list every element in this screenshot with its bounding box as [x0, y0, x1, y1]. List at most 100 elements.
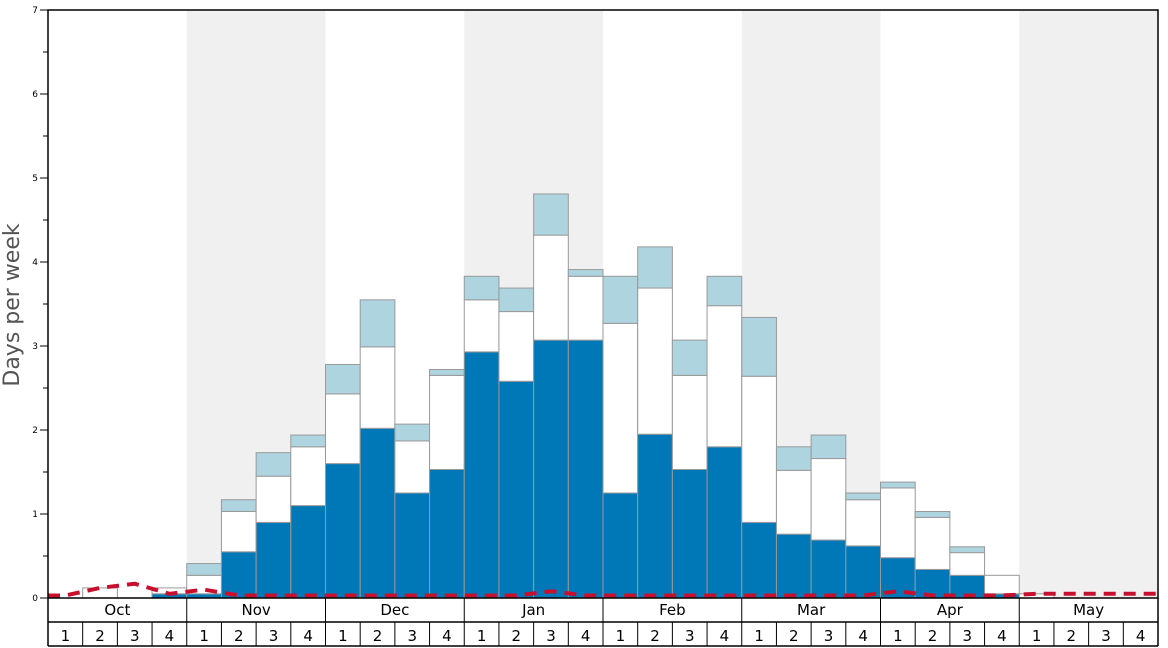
week-label: 3 — [1101, 627, 1111, 645]
bar-middle-27 — [984, 574, 1020, 595]
bar-middle-9 — [359, 346, 396, 429]
bar-top-13 — [498, 287, 535, 313]
y-axis-label: Days per week — [0, 223, 25, 386]
week-label: 2 — [789, 627, 799, 645]
week-label: 4 — [303, 627, 313, 645]
week-label: 2 — [234, 627, 244, 645]
bar-bottom-23 — [845, 545, 881, 599]
month-label-feb: Feb — [659, 601, 686, 619]
y-tick-label: 0 — [32, 594, 38, 604]
bar-top-22 — [810, 434, 847, 460]
bar-top-7 — [290, 434, 326, 448]
bar-bottom-19 — [706, 446, 743, 599]
bar-bottom-5 — [220, 551, 257, 599]
week-label: 1 — [477, 627, 487, 645]
bar-bottom-16 — [602, 492, 639, 599]
bar-bottom-6 — [255, 521, 292, 599]
bar-bottom-25 — [914, 568, 951, 599]
bar-middle-19 — [706, 305, 743, 448]
week-label: 1 — [338, 627, 348, 645]
week-label: 4 — [165, 627, 175, 645]
bar-top-19 — [706, 275, 743, 307]
week-label: 2 — [1067, 627, 1077, 645]
bar-middle-13 — [498, 311, 535, 382]
bar-top-24 — [880, 481, 916, 489]
bar-bottom-15 — [567, 339, 604, 599]
average-line-path — [48, 581, 1158, 598]
bar-middle-12 — [463, 299, 500, 353]
y-tick-label: 2 — [32, 426, 38, 436]
month-label-dec: Dec — [380, 601, 409, 619]
bar-bottom-10 — [394, 492, 431, 599]
bar-top-15 — [567, 269, 604, 277]
bar-bottom-11 — [429, 468, 465, 599]
bar-top-25 — [914, 510, 951, 518]
bar-middle-5 — [220, 510, 257, 553]
week-label: 1 — [1032, 627, 1042, 645]
bar-top-21 — [775, 446, 812, 471]
bar-top-11 — [429, 369, 465, 376]
week-label: 4 — [1136, 627, 1146, 645]
bar-top-18 — [671, 339, 708, 376]
month-label-nov: Nov — [241, 601, 270, 619]
bar-middle-20 — [741, 375, 777, 523]
bar-top-5 — [220, 499, 257, 512]
bar-middle-25 — [914, 516, 951, 570]
week-label: 2 — [512, 627, 522, 645]
bar-middle-11 — [429, 374, 465, 470]
week-label: 2 — [650, 627, 660, 645]
bar-top-4 — [186, 563, 222, 576]
bar-middle-24 — [880, 487, 916, 559]
bar-middle-10 — [394, 440, 431, 494]
y-tick-label: 6 — [32, 90, 38, 100]
bar-top-16 — [602, 275, 639, 324]
month-label-jan: Jan — [521, 601, 545, 619]
axes: 0 1 2 3 4 5 6 7 Oct 1 2 3 4 Nov 1 2 3 4 Dec 1 2 3 4 Jan 1 2 3 4 Feb 1… — [32, 6, 1159, 647]
bar-bottom-12 — [463, 351, 500, 599]
bar-top-23 — [845, 492, 881, 501]
bar-top-14 — [533, 193, 569, 236]
bar-middle-15 — [567, 275, 604, 341]
bar-top-26 — [949, 546, 986, 554]
bar-bottom-7 — [290, 505, 326, 599]
bar-bottom-8 — [325, 463, 361, 599]
bar-top-17 — [637, 246, 673, 289]
bar-middle-16 — [602, 322, 639, 494]
week-label: 3 — [685, 627, 695, 645]
bar-middle-26 — [949, 552, 986, 576]
week-label: 3 — [269, 627, 279, 645]
bar-middle-17 — [637, 287, 673, 435]
week-label: 4 — [581, 627, 591, 645]
bar-middle-22 — [810, 458, 847, 541]
bar-bottom-9 — [359, 427, 396, 599]
bar-bottom-17 — [637, 433, 673, 599]
week-label: 3 — [962, 627, 972, 645]
bar-middle-6 — [255, 475, 292, 523]
bar-top-8 — [325, 363, 361, 395]
bar-top-9 — [359, 299, 396, 348]
y-tick-label: 1 — [32, 510, 38, 520]
bar-middle-14 — [533, 234, 569, 341]
bars — [82, 193, 1055, 599]
week-label: 4 — [858, 627, 868, 645]
week-label: 1 — [754, 627, 764, 645]
bar-middle-21 — [775, 469, 812, 535]
week-label: 4 — [997, 627, 1007, 645]
y-tick-label: 4 — [32, 258, 38, 268]
bar-middle-23 — [845, 499, 881, 547]
week-label: 3 — [407, 627, 417, 645]
month-label-may: May — [1073, 601, 1104, 619]
bar-top-20 — [741, 316, 777, 377]
month-label-mar: Mar — [797, 601, 826, 619]
month-label-oct: Oct — [104, 601, 130, 619]
y-tick-label: 5 — [32, 174, 38, 184]
week-label: 1 — [199, 627, 209, 645]
week-label: 4 — [720, 627, 730, 645]
bar-bottom-20 — [741, 521, 777, 599]
week-label: 2 — [928, 627, 938, 645]
bar-middle-7 — [290, 446, 326, 507]
week-label: 4 — [442, 627, 452, 645]
week-label: 3 — [130, 627, 140, 645]
y-tick-label: 3 — [32, 342, 38, 352]
